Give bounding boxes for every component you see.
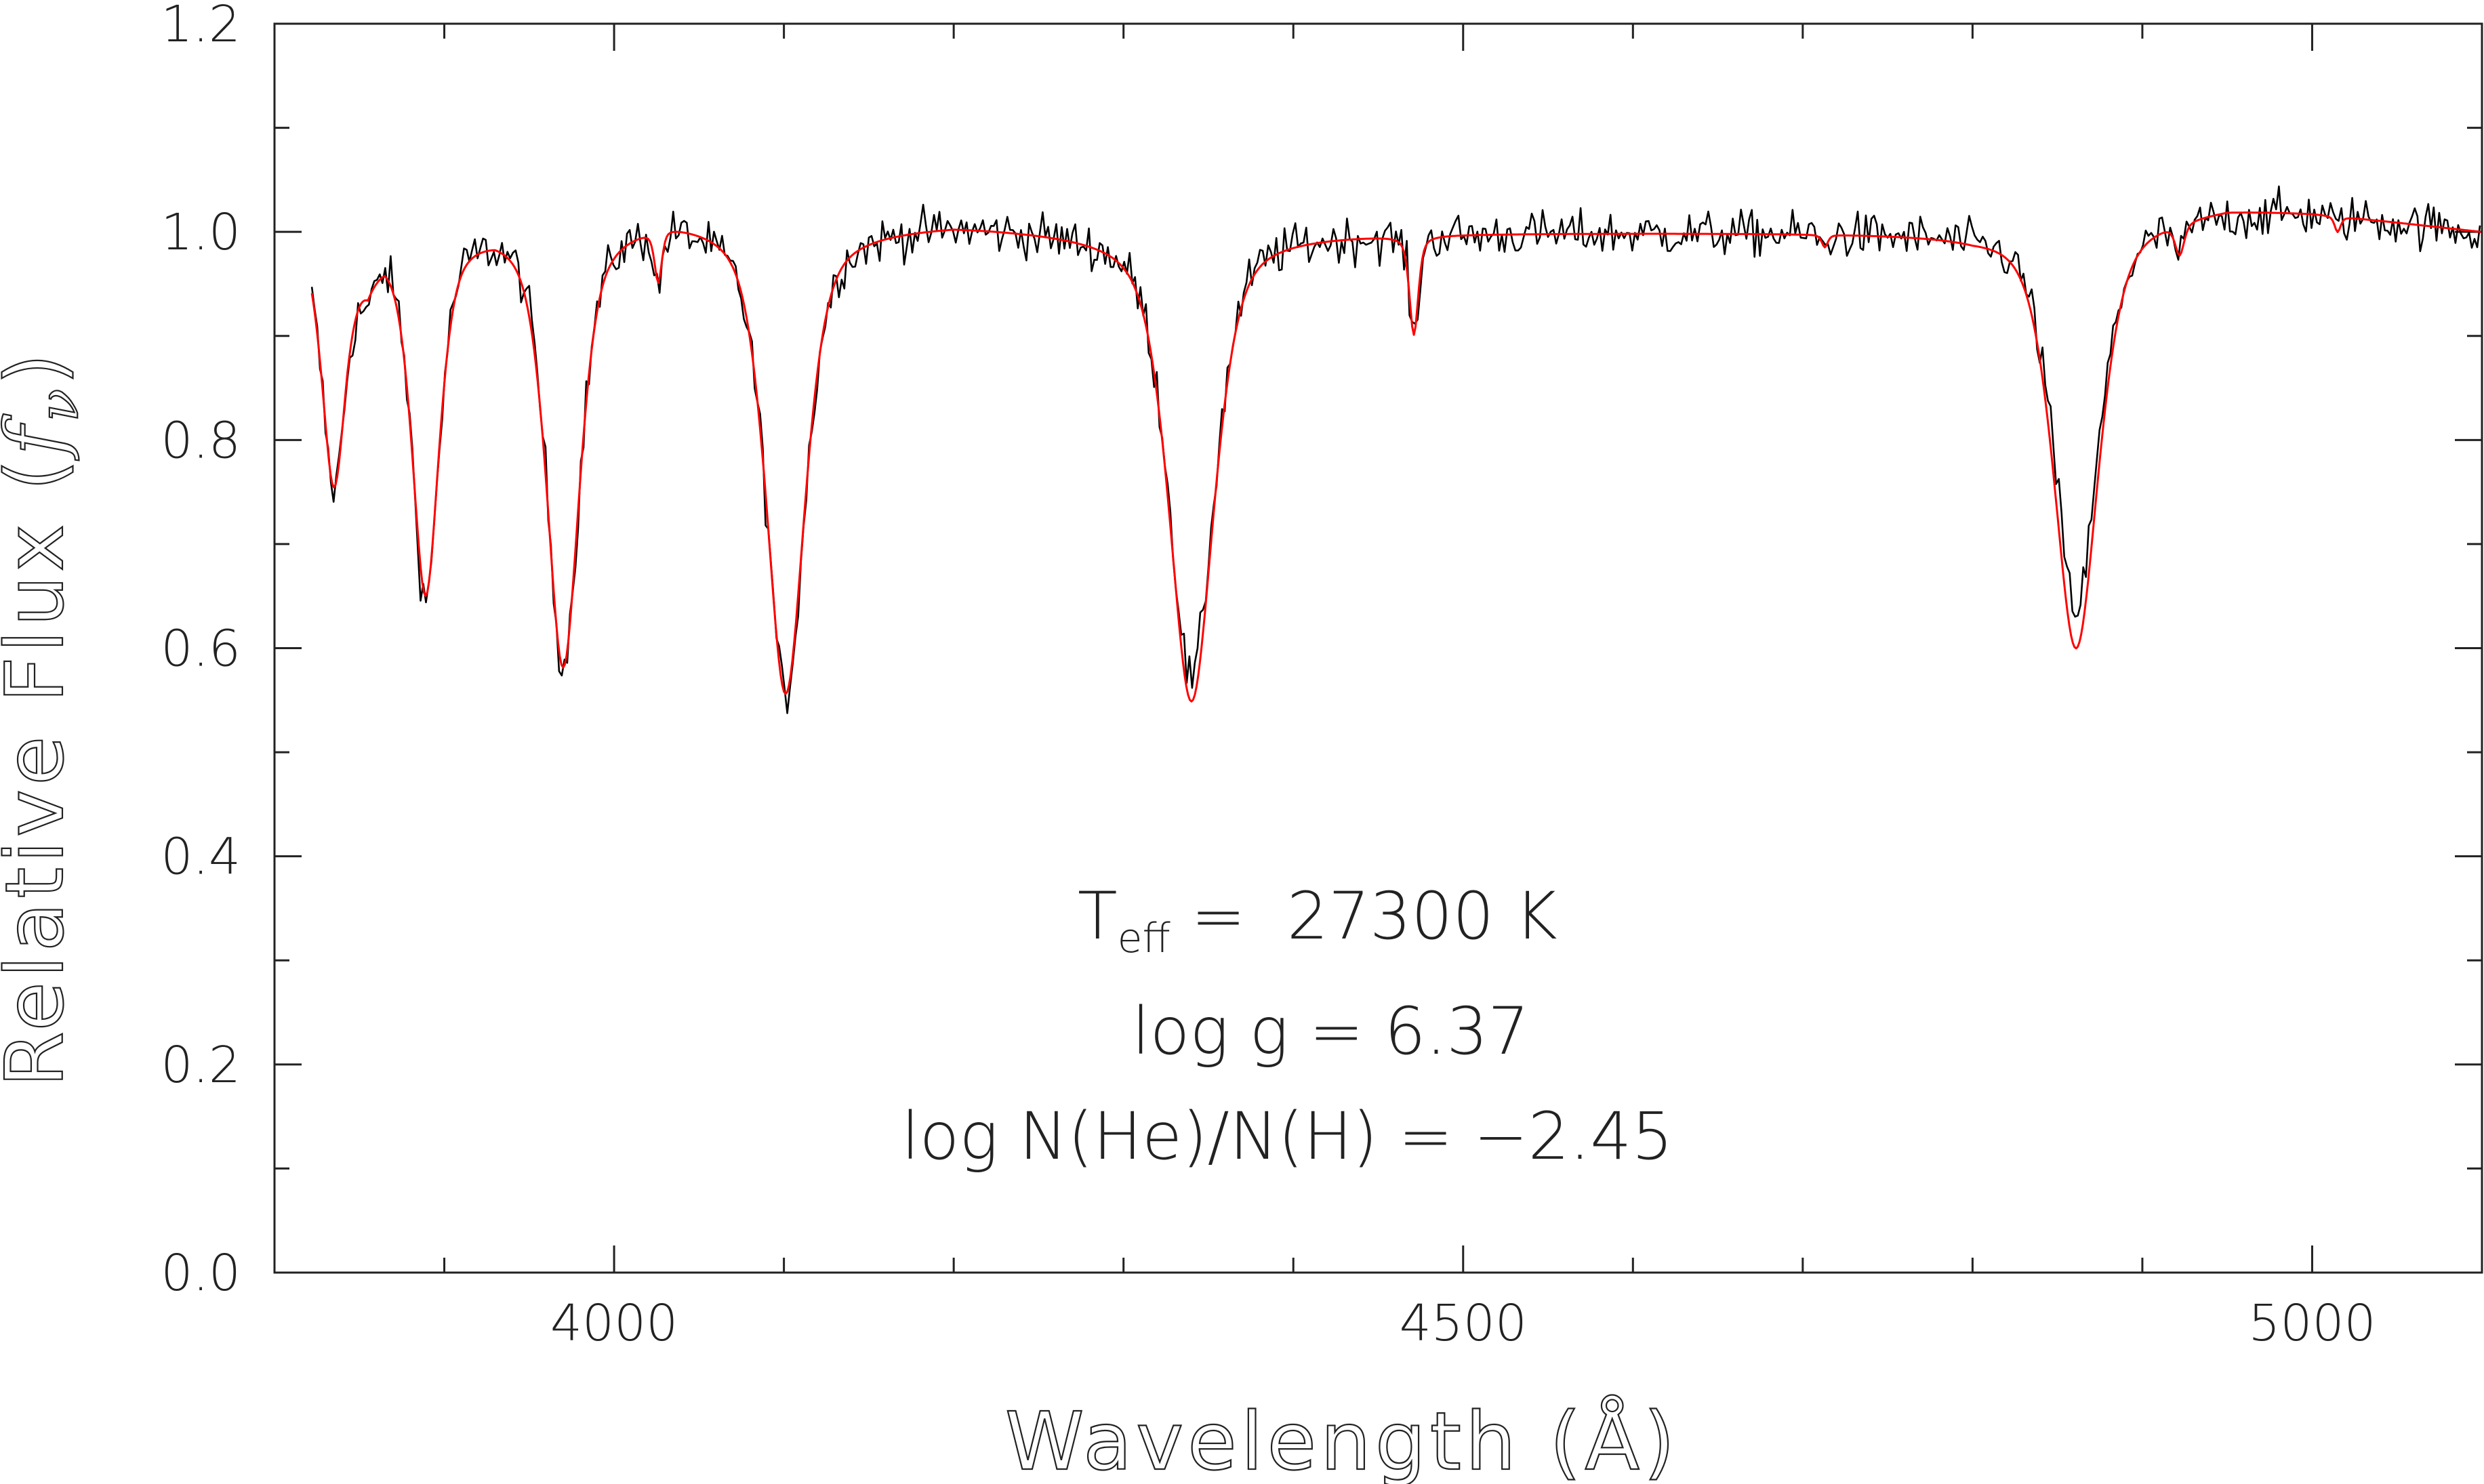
x-tick-label: 4500 [1400,1294,1527,1353]
axis-ticks [273,22,2483,1274]
loghe-annotation: log N(He)/N(H) = −2.45 [901,1098,1673,1174]
x-axis-title: Wavelength (Å) [1005,1395,1679,1484]
series-layer [310,185,2483,714]
y-tick-label: 0.8 [161,411,241,470]
teff-annotation: Teff = 27300 K [1078,878,1557,962]
x-tick-label: 5000 [2248,1294,2376,1353]
y-axis-title: Relative Flux (fν) [0,350,90,1088]
y-axis-title-prefix: Relative Flux ( [0,455,81,1087]
y-tick-label: 0.6 [161,620,241,678]
teff-subscript: eff [1118,915,1171,962]
y-axis-title-nu: ν [27,385,90,422]
tick-labels: 4000 4500 5000 0.0 0.2 0.4 0.6 0.8 1.0 1.2 [161,0,2376,1353]
y-tick-label: 0.4 [161,828,241,886]
y-axis-title-suffix: ) [0,350,81,385]
y-tick-label: 1.0 [161,203,241,262]
plot-frame [273,22,2483,1274]
y-tick-label: 0.0 [161,1244,241,1302]
y-tick-label: 1.2 [161,0,241,54]
model-fit-line [310,211,2483,703]
logg-annotation: log g = 6.37 [1132,993,1529,1069]
teff-symbol: T [1078,878,1118,954]
teff-value: = 27300 K [1170,878,1557,954]
y-tick-label: 0.2 [161,1036,241,1094]
observed-spectrum-line [310,185,2481,714]
x-tick-label: 4000 [550,1294,678,1353]
